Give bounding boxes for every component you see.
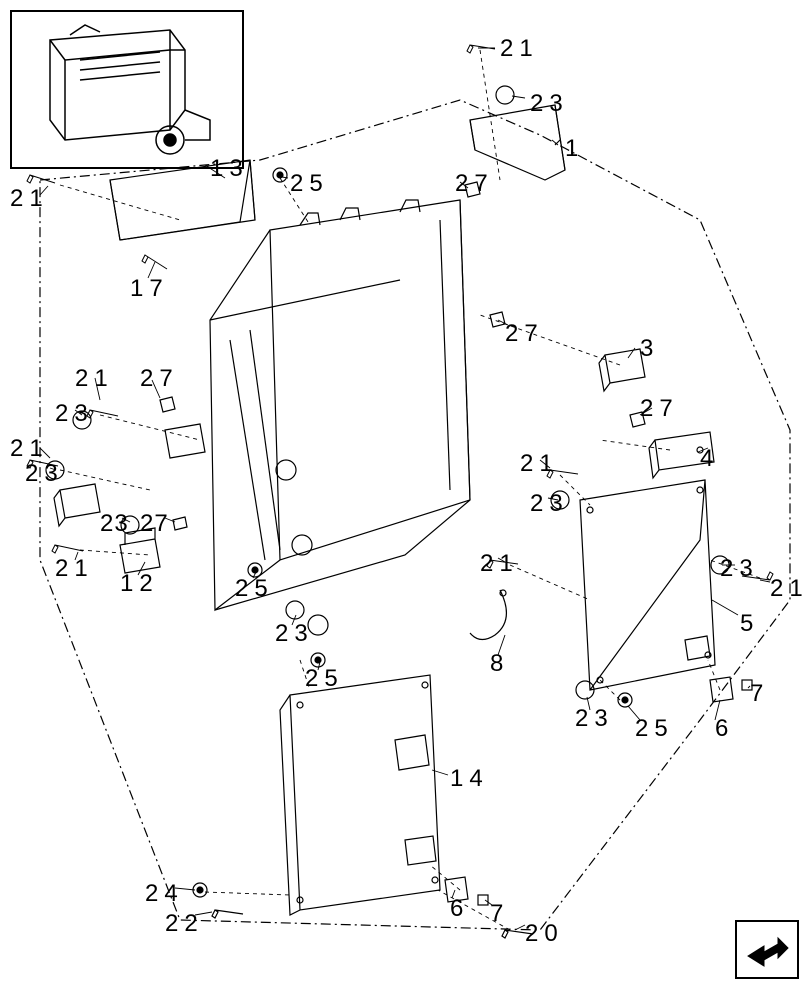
callout-L21: 27 xyxy=(140,510,169,538)
callout-L19: 23 xyxy=(530,490,569,518)
main-drawing xyxy=(0,0,812,1000)
callout-L35: 6 xyxy=(715,715,734,743)
callout-L41: 20 xyxy=(525,920,564,948)
callout-L38: 22 xyxy=(165,910,204,938)
callout-L40: 7 xyxy=(490,900,509,928)
callout-L16: 27 xyxy=(640,395,679,423)
callout-L27: 21 xyxy=(770,575,809,603)
callout-L22: 21 xyxy=(480,550,519,578)
orientation-arrow-box xyxy=(735,920,799,979)
callout-L7: 27 xyxy=(455,170,494,198)
diagram-container: 2123113252127172732127232123274212323272… xyxy=(0,0,812,1000)
callout-L14: 21 xyxy=(10,435,49,463)
callout-L17: 4 xyxy=(700,445,719,473)
callout-L18: 21 xyxy=(520,450,559,478)
callout-L6: 21 xyxy=(10,185,49,213)
callout-L10: 3 xyxy=(640,335,659,363)
callout-L39: 6 xyxy=(450,895,469,923)
callout-L9: 27 xyxy=(505,320,544,348)
callout-L15: 23 xyxy=(25,460,64,488)
callout-L4: 13 xyxy=(210,155,249,183)
callout-L13: 23 xyxy=(55,400,94,428)
callout-L11: 21 xyxy=(75,365,114,393)
callout-L36: 14 xyxy=(450,765,489,793)
callout-L2: 23 xyxy=(530,90,569,118)
callout-L33: 23 xyxy=(575,705,614,733)
callout-L34: 25 xyxy=(635,715,674,743)
callout-L37: 24 xyxy=(145,880,184,908)
callout-L12: 27 xyxy=(140,365,179,393)
callout-L23: 21 xyxy=(55,555,94,583)
callout-L29: 23 xyxy=(275,620,314,648)
callout-L30: 8 xyxy=(490,650,509,678)
callout-L32: 7 xyxy=(750,680,769,708)
callout-L26: 23 xyxy=(720,555,759,583)
arrow-icon xyxy=(744,930,790,970)
callout-L25: 25 xyxy=(235,575,274,603)
callout-L3: 1 xyxy=(565,135,584,163)
callout-L24: 12 xyxy=(120,570,159,598)
callout-L8: 17 xyxy=(130,275,169,303)
callout-L28: 5 xyxy=(740,610,759,638)
callout-L1: 21 xyxy=(500,35,539,63)
callout-L5: 25 xyxy=(290,170,329,198)
callout-L31: 25 xyxy=(305,665,344,693)
callout-L20: 23 xyxy=(100,510,129,538)
